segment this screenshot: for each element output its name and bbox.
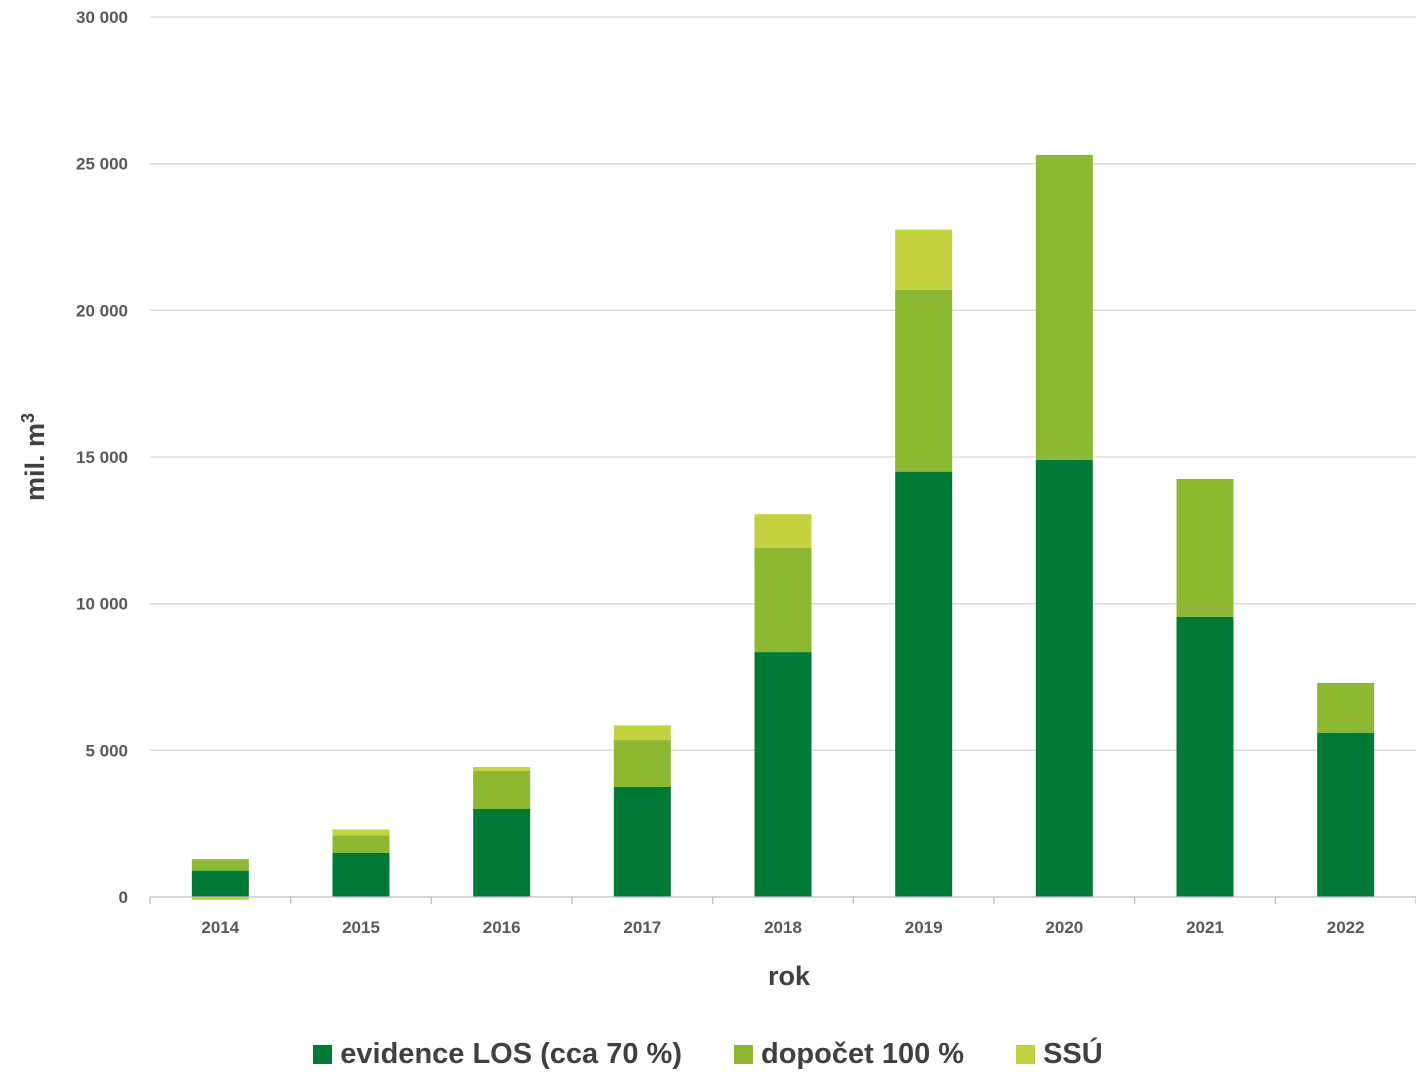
legend-label: evidence LOS (cca 70 %) [340, 1038, 682, 1070]
x-tick-label: 2020 [1045, 918, 1083, 937]
bar-2015-dopočet 100 % [332, 835, 390, 853]
bar-2014-evidence LOS (cca 70 %) [191, 870, 249, 897]
legend-item: SSÚ [1016, 1038, 1103, 1071]
bar-2022-evidence LOS (cca 70 %) [1317, 732, 1375, 897]
bar-2016-dopočet 100 % [473, 770, 531, 809]
y-tick-label: 30 000 [76, 8, 128, 27]
y-axis-title: mil. m3 [18, 413, 50, 501]
bar-2014-dopočet 100 % [191, 859, 249, 871]
y-tick-label: 20 000 [76, 301, 128, 320]
x-tick-label: 2019 [905, 918, 943, 937]
legend-swatch [734, 1045, 753, 1064]
y-axis-ticks: 0 5 000 10 000 15 000 20 000 25 000 30 000 [76, 8, 128, 907]
bar-2019-dopočet 100 % [895, 289, 953, 472]
x-tick-label: 2021 [1186, 918, 1224, 937]
legend-label: dopočet 100 % [761, 1038, 965, 1070]
y-tick-label: 0 [119, 888, 128, 907]
legend-item: evidence LOS (cca 70 %) [313, 1038, 682, 1071]
x-tick-label: 2018 [764, 918, 802, 937]
bar-2020-dopočet 100 % [1035, 154, 1093, 460]
y-tick-label: 25 000 [76, 155, 128, 174]
legend-item: dopočet 100 % [734, 1038, 964, 1071]
x-tick-label: 2022 [1327, 918, 1365, 937]
y-axis-title-superscript: 3 [18, 413, 38, 423]
legend: evidence LOS (cca 70 %) dopočet 100 % SSÚ [0, 1038, 1416, 1071]
x-axis: 2014 2015 2016 2017 2018 2019 2020 2021 2022 [149, 896, 1416, 937]
bars [191, 154, 1375, 900]
legend-swatch [1016, 1045, 1036, 1064]
bar-2020-evidence LOS (cca 70 %) [1035, 459, 1093, 897]
bar-2017-evidence LOS (cca 70 %) [613, 787, 671, 897]
bar-2022-dopočet 100 % [1317, 682, 1375, 733]
stacked-bar-chart: 0 5 000 10 000 15 000 20 000 25 000 30 000 201… [18, 8, 1416, 991]
bar-2018-dopočet 100 % [754, 547, 812, 653]
bar-2021-evidence LOS (cca 70 %) [1176, 616, 1234, 897]
y-tick-label: 15 000 [76, 448, 128, 467]
legend-swatch [313, 1045, 333, 1064]
bar-2017-SSÚ [613, 725, 671, 741]
legend-label: SSÚ [1043, 1038, 1103, 1070]
x-tick-label: 2015 [342, 918, 380, 937]
x-axis-title: rok [768, 961, 811, 991]
bar-2015-evidence LOS (cca 70 %) [332, 853, 390, 897]
bar-2019-evidence LOS (cca 70 %) [895, 471, 953, 897]
y-tick-label: 10 000 [76, 595, 128, 614]
x-tick-label: 2014 [201, 918, 239, 937]
bar-2021-dopočet 100 % [1176, 479, 1234, 617]
x-tick-label: 2017 [623, 918, 661, 937]
bar-2016-SSÚ [473, 767, 531, 771]
bar-2017-dopočet 100 % [613, 740, 671, 787]
bar-2018-evidence LOS (cca 70 %) [754, 652, 812, 897]
bar-2018-SSÚ [754, 514, 812, 548]
bar-2014-SSÚ [191, 897, 249, 900]
y-tick-label: 5 000 [85, 741, 128, 760]
bar-2015-SSÚ [332, 829, 390, 836]
x-tick-label: 2016 [483, 918, 521, 937]
bar-2016-evidence LOS (cca 70 %) [473, 809, 531, 897]
bar-2019-SSÚ [895, 229, 953, 290]
